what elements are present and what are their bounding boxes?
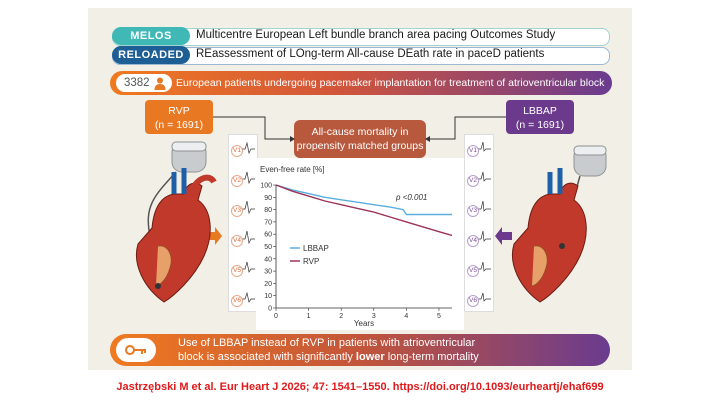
lbbap-lead-v2: V2 [467,175,479,187]
event-free-chart: Even-free rate [%] 0 10 20 30 40 50 60 70 80 90 10… [256,158,464,330]
y-tick-label: 40 [264,256,272,263]
lbbap-label: LBBAP [523,105,557,117]
population-description: European patients undergoing pacemaker i… [176,77,605,89]
y-tick-label: 90 [264,195,272,202]
series-line-rvp [275,184,453,237]
conclusion-band [110,334,610,366]
lbbap-lead-v3: V3 [467,205,479,217]
conclusion-line-2: block is associated with significantly l… [178,351,479,363]
citation: Jastrzębski M et al. Eur Heart J 2026; 4… [116,381,604,393]
outcome-box: All-cause mortality in propensity matche… [294,120,426,158]
reloaded-badge: RELOADED [112,46,190,64]
x-tick-label: 2 [339,313,343,320]
rvp-count: (n = 1691) [154,119,204,131]
key-message-badge [116,338,156,362]
rvp-label: RVP [168,105,190,117]
legend-label-rvp: RVP [303,257,319,266]
y-tick-label: 60 [264,232,272,239]
lbbap-ecg-strip: V1 V2 V3 V4 V5 V6 [464,134,494,312]
lbbap-lead-v5: V5 [467,265,479,277]
p-value-annotation: p <0.001 [395,193,427,202]
lbbap-lead-v6: V6 [467,295,479,307]
lbbap-heart-pacemaker-illustration [512,145,607,303]
rvp-lead-v1: V1 [231,145,243,157]
km-plot-svg: Even-free rate [%] 010203040506070809010… [260,165,453,328]
y-tick-label: 20 [264,281,272,288]
rvp-lead-v4: V4 [231,235,243,247]
population-band [110,71,612,95]
chart-xlabel: Years [354,319,374,328]
lbbap-lead-v4: V4 [467,235,479,247]
rvp-lead-v5: V5 [231,265,243,277]
lbbap-count: (n = 1691) [515,119,565,131]
series-line-lbbap [275,184,452,216]
y-tick-label: 100 [260,183,272,190]
conclusion-text: Use of LBBAP instead of RVP in patients … [178,336,598,364]
rvp-lead-v3: V3 [231,205,243,217]
chart-ylabel: Even-free rate [%] [260,165,324,174]
population-count-pill: 3382 [116,74,172,92]
outcome-line-2: propensity matched groups [296,140,424,152]
x-tick-label: 5 [437,313,441,320]
rvp-heart-pacemaker-illustration [136,141,217,303]
x-tick-label: 4 [404,313,408,320]
person-icon [154,77,166,90]
rvp-lead-v6: V6 [231,295,243,307]
key-icon [125,345,146,355]
reloaded-title: REassessment of LOng-term All-cause DEat… [196,48,545,60]
y-tick-label: 30 [264,269,272,276]
melos-badge: MELOS [112,27,190,45]
y-tick-label: 70 [264,219,272,226]
lbbap-lead-v1: V1 [467,145,479,157]
x-tick-label: 0 [274,313,278,320]
conclusion-line-1: Use of LBBAP instead of RVP in patients … [178,337,476,349]
y-tick-label: 80 [264,207,272,214]
y-tick-label: 50 [264,244,272,251]
melos-title: Multicentre European Left bundle branch … [196,29,556,41]
y-tick-label: 10 [264,293,272,300]
conclusion-emphasis: lower [355,351,385,363]
rvp-ecg-strip: V1 V2 V3 V4 V5 V6 [228,134,258,312]
rvp-lead-v2: V2 [231,175,243,187]
legend-label-lbbap: LBBAP [303,244,329,253]
y-tick-label: 0 [268,306,272,313]
lbbap-group-box: LBBAP (n = 1691) [506,100,574,134]
outcome-line-1: All-cause mortality in [311,126,409,138]
x-tick-label: 1 [307,313,311,320]
x-tick-label: 3 [372,313,376,320]
rvp-group-box: RVP (n = 1691) [145,100,213,134]
population-count: 3382 [124,77,150,89]
